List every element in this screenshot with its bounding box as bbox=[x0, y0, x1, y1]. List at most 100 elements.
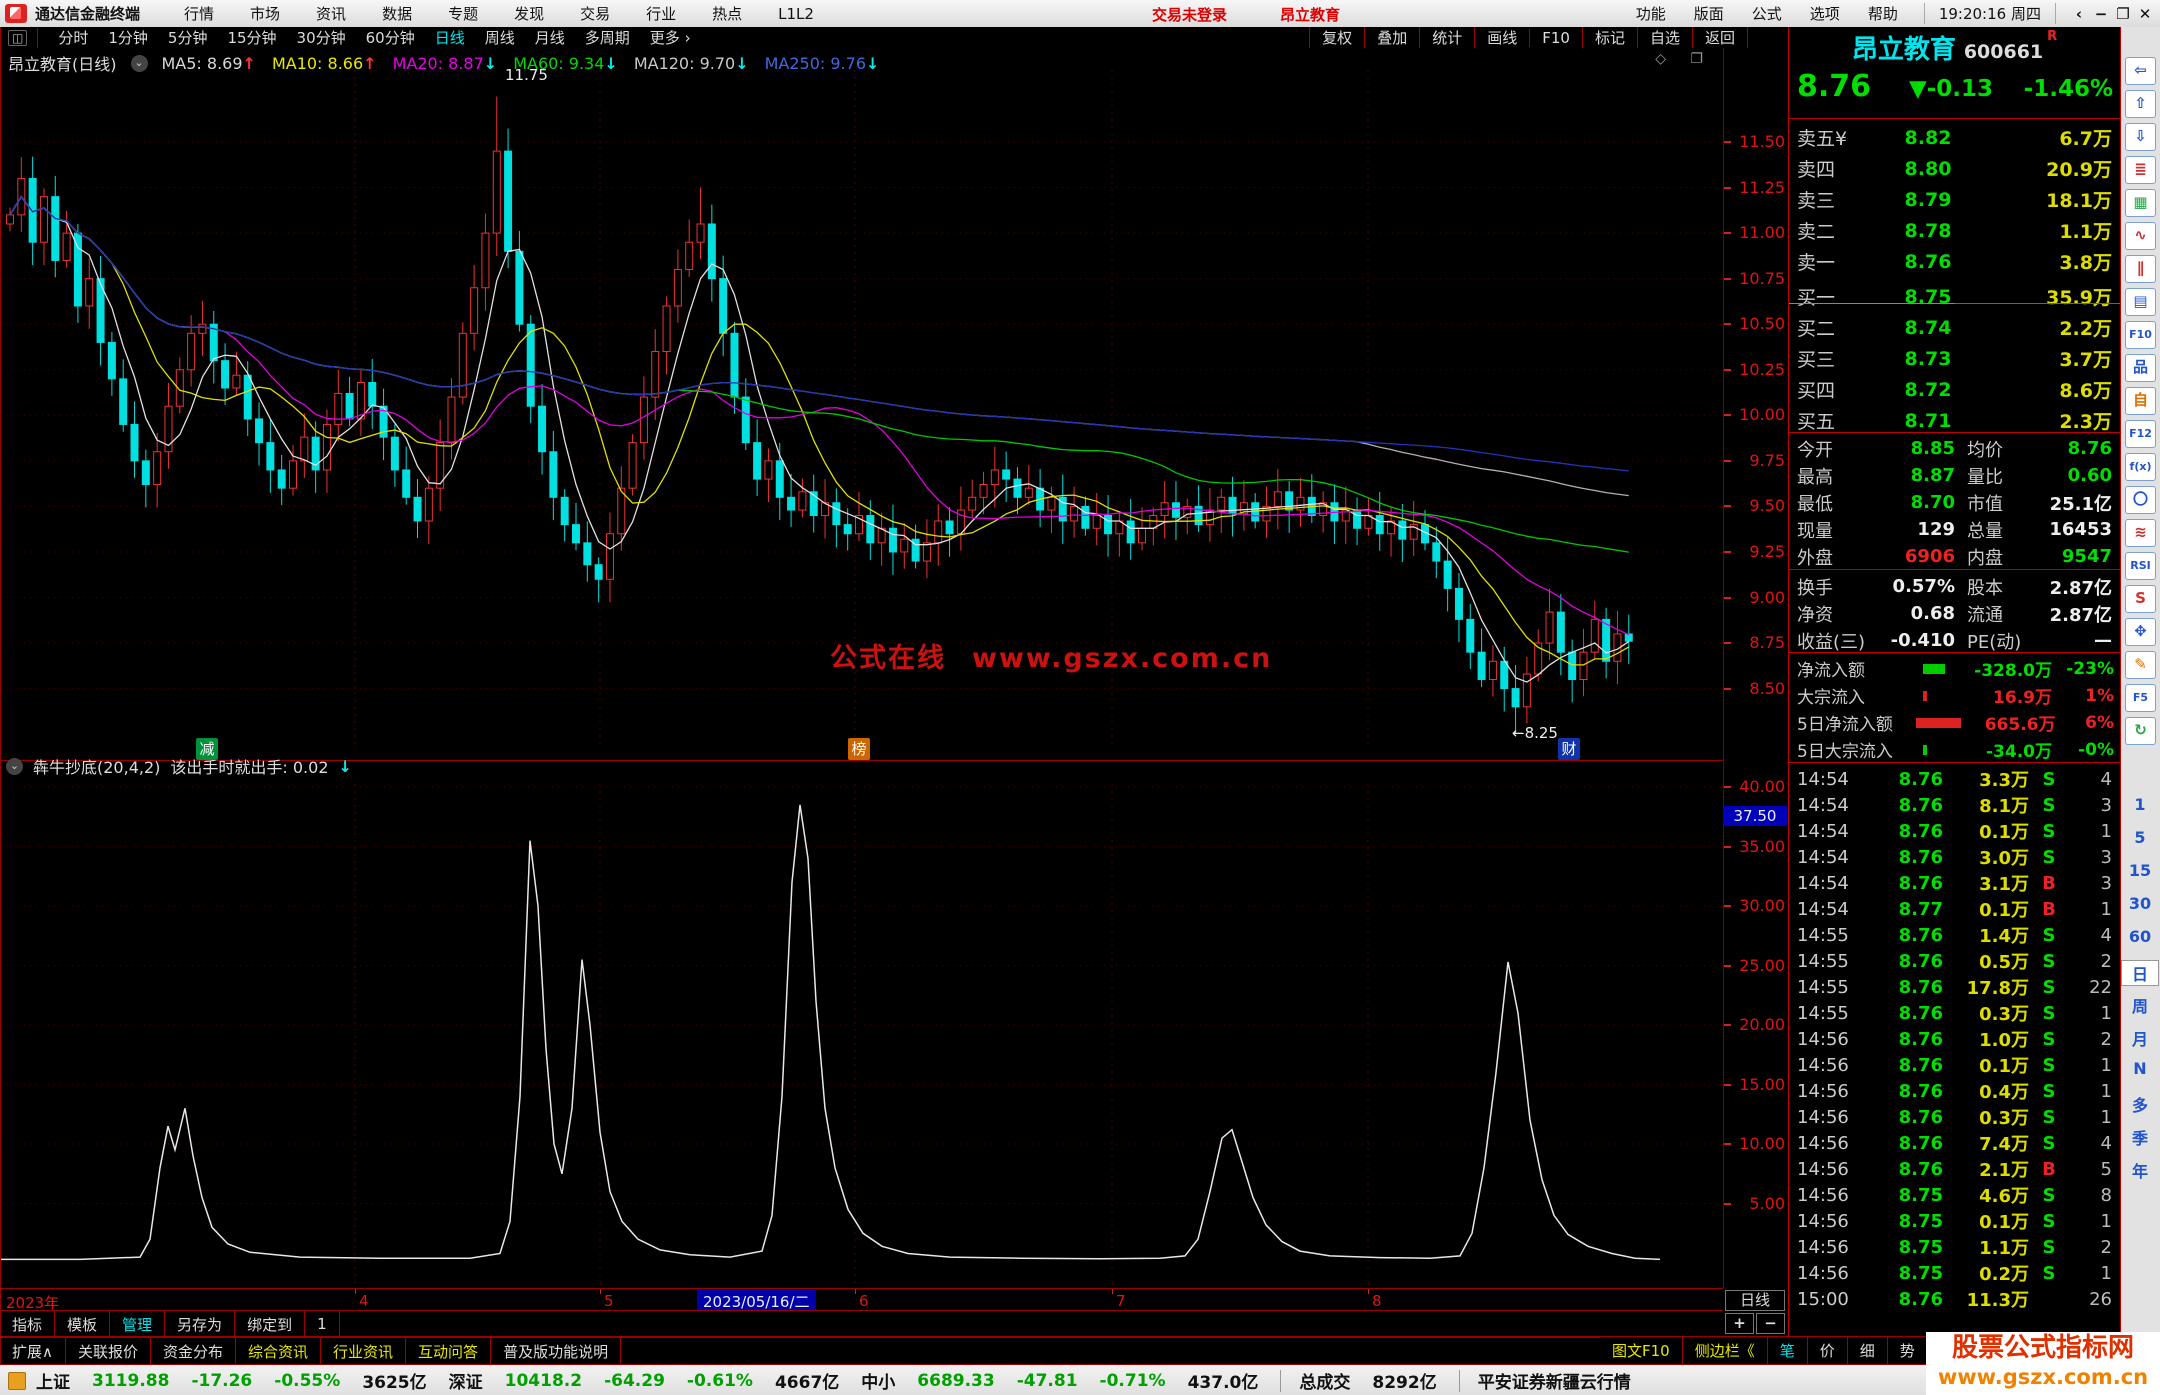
book-row-卖一[interactable]: 卖一 8.76 3.8万 bbox=[1789, 246, 2120, 277]
book-row-卖五¥[interactable]: 卖五¥ 8.82 6.7万 bbox=[1789, 122, 2120, 153]
menu-item-L1L2[interactable]: L1L2 bbox=[778, 5, 814, 23]
timeframe-月[interactable]: 月 bbox=[2131, 1030, 2148, 1049]
timeframe-年[interactable]: 年 bbox=[2131, 1162, 2148, 1181]
timeframe-日[interactable]: 日 bbox=[2121, 960, 2159, 986]
tab-另存为[interactable]: 另存为 bbox=[165, 1311, 236, 1337]
kline-icon[interactable]: ∥ bbox=[2125, 255, 2156, 283]
main-kline-chart[interactable] bbox=[0, 70, 1723, 750]
period-多周期[interactable]: 多周期 bbox=[584, 29, 630, 47]
tab-综合资讯[interactable]: 综合资讯 bbox=[236, 1338, 322, 1364]
zoom-out-button[interactable]: − bbox=[1756, 1313, 1785, 1334]
tab-势[interactable]: 势 bbox=[1888, 1337, 1928, 1364]
event-badge-榜[interactable]: 榜 bbox=[848, 738, 870, 760]
timeframe-多[interactable]: 多 bbox=[2131, 1096, 2148, 1115]
tab-图文F10[interactable]: 图文F10 bbox=[1600, 1337, 1683, 1364]
tab-行业资讯[interactable]: 行业资讯 bbox=[321, 1338, 407, 1364]
edit-icon[interactable]: ✎ bbox=[2125, 651, 2156, 679]
book-row-卖三[interactable]: 卖三 8.79 18.1万 bbox=[1789, 184, 2120, 215]
timeframe-N[interactable]: N bbox=[2133, 1059, 2147, 1078]
custom-stock-icon[interactable]: 自 bbox=[2125, 387, 2156, 415]
toolbar-标记[interactable]: 标记 bbox=[1581, 27, 1637, 48]
tab-细[interactable]: 细 bbox=[1848, 1337, 1888, 1364]
event-badge-减[interactable]: 减 bbox=[196, 738, 218, 760]
menu-item-公式[interactable]: 公式 bbox=[1751, 5, 1782, 23]
menu-item-行情[interactable]: 行情 bbox=[184, 5, 215, 23]
f12-icon[interactable]: F12 bbox=[2125, 420, 2156, 448]
timeframe-季[interactable]: 季 bbox=[2131, 1129, 2148, 1148]
indicator-chart[interactable] bbox=[0, 784, 1723, 1288]
tab-模板[interactable]: 模板 bbox=[55, 1311, 111, 1337]
timeframe-周[interactable]: 周 bbox=[2131, 997, 2148, 1016]
menu-item-选项[interactable]: 选项 bbox=[1809, 5, 1840, 23]
period-5分钟[interactable]: 5分钟 bbox=[167, 29, 208, 47]
index-name-上证[interactable]: 上证 bbox=[36, 1373, 70, 1393]
period-60分钟[interactable]: 60分钟 bbox=[365, 29, 415, 47]
index-name-深证[interactable]: 深证 bbox=[448, 1373, 483, 1393]
circle-icon[interactable]: 〇 bbox=[2125, 486, 2156, 514]
refresh-icon[interactable]: ↻ bbox=[2125, 717, 2156, 745]
tab-侧边栏《[interactable]: 侧边栏《 bbox=[1683, 1337, 1768, 1364]
navigate-icon[interactable]: ✥ bbox=[2125, 618, 2156, 646]
up-arrow-icon[interactable]: ⇧ bbox=[2125, 90, 2156, 118]
f10-icon[interactable]: F10 bbox=[2125, 321, 2156, 349]
toolbar-F10[interactable]: F10 bbox=[1529, 28, 1582, 47]
f5-icon[interactable]: F5 bbox=[2125, 684, 2156, 712]
toolbar-统计[interactable]: 统计 bbox=[1419, 27, 1474, 48]
tab-管理[interactable]: 管理 bbox=[110, 1311, 166, 1337]
quote-grid-icon[interactable]: ▦ bbox=[2125, 189, 2156, 217]
current-stock-alert[interactable]: 昂立教育 bbox=[1280, 6, 1341, 24]
panel-toggle-icon[interactable]: ◫ bbox=[8, 29, 28, 46]
book-row-买三[interactable]: 买三 8.73 3.7万 bbox=[1789, 343, 2120, 374]
menu-item-热点[interactable]: 热点 bbox=[712, 5, 743, 23]
money-icon[interactable]: S bbox=[2125, 585, 2156, 613]
tab-价[interactable]: 价 bbox=[1808, 1337, 1848, 1364]
wave-icon[interactable]: ≋ bbox=[2125, 519, 2156, 547]
period-日线[interactable]: 日线 bbox=[434, 29, 465, 47]
book-row-买二[interactable]: 买二 8.74 2.2万 bbox=[1789, 312, 2120, 343]
zoom-in-button[interactable]: + bbox=[1725, 1313, 1754, 1334]
formula-icon[interactable]: f(x) bbox=[2125, 453, 2156, 481]
period-30分钟[interactable]: 30分钟 bbox=[296, 29, 346, 47]
menu-item-行业[interactable]: 行业 bbox=[646, 5, 677, 23]
book-row-买一[interactable]: 买一 8.75 35.9万 bbox=[1789, 281, 2120, 312]
tab-笔[interactable]: 笔 bbox=[1768, 1337, 1808, 1364]
menu-item-版面[interactable]: 版面 bbox=[1693, 5, 1724, 23]
book-row-卖二[interactable]: 卖二 8.78 1.1万 bbox=[1789, 215, 2120, 246]
trade-not-logged-in[interactable]: 交易未登录 bbox=[1152, 6, 1228, 24]
menu-item-发现[interactable]: 发现 bbox=[514, 5, 545, 23]
menu-item-专题[interactable]: 专题 bbox=[448, 5, 479, 23]
menu-item-交易[interactable]: 交易 bbox=[580, 5, 611, 23]
chevron-down-icon[interactable]: ⌄ bbox=[6, 757, 23, 775]
window-back-icon[interactable]: ‹ bbox=[2075, 4, 2083, 23]
rsi-icon[interactable]: RSI bbox=[2125, 552, 2156, 580]
chart-corner-icons[interactable]: ◇ ❐ bbox=[1655, 51, 1713, 67]
tab-扩展∧[interactable]: 扩展∧ bbox=[0, 1338, 66, 1364]
period-周线[interactable]: 周线 bbox=[484, 29, 515, 47]
menu-item-资讯[interactable]: 资讯 bbox=[316, 5, 347, 23]
down-arrow-icon[interactable]: ⇩ bbox=[2125, 123, 2156, 151]
book-row-卖四[interactable]: 卖四 8.80 20.9万 bbox=[1789, 153, 2120, 184]
menu-item-数据[interactable]: 数据 bbox=[382, 5, 413, 23]
tab-互动问答[interactable]: 互动问答 bbox=[406, 1338, 492, 1364]
back-arrow-icon[interactable]: ⇦ bbox=[2125, 57, 2156, 85]
timeframe-5[interactable]: 5 bbox=[2134, 828, 2146, 847]
trend-chart-icon[interactable]: ∿ bbox=[2125, 222, 2156, 250]
period-1分钟[interactable]: 1分钟 bbox=[108, 29, 148, 47]
chevron-down-icon[interactable]: ⌄ bbox=[130, 54, 148, 72]
toolbar-自选[interactable]: 自选 bbox=[1636, 27, 1692, 48]
book-row-买四[interactable]: 买四 8.72 8.6万 bbox=[1789, 374, 2120, 405]
toolbar-返回[interactable]: 返回 bbox=[1691, 27, 1748, 48]
period-15分钟[interactable]: 15分钟 bbox=[227, 29, 277, 47]
toolbar-复权[interactable]: 复权 bbox=[1309, 27, 1364, 48]
index-name-中小[interactable]: 中小 bbox=[861, 1373, 896, 1393]
tab-绑定到[interactable]: 绑定到 bbox=[235, 1311, 306, 1337]
event-badge-财[interactable]: 财 bbox=[1558, 738, 1580, 760]
report-list-icon[interactable]: ≣ bbox=[2125, 156, 2156, 184]
tab-指标[interactable]: 指标 bbox=[0, 1311, 56, 1337]
period-月线[interactable]: 月线 bbox=[534, 29, 565, 47]
timeframe-60[interactable]: 60 bbox=[2128, 927, 2152, 946]
minimize-icon[interactable]: − bbox=[2094, 4, 2108, 23]
book-row-买五[interactable]: 买五 8.71 2.3万 bbox=[1789, 405, 2120, 436]
structure-icon[interactable]: 品 bbox=[2125, 354, 2156, 382]
toolbar-叠加[interactable]: 叠加 bbox=[1364, 27, 1419, 48]
